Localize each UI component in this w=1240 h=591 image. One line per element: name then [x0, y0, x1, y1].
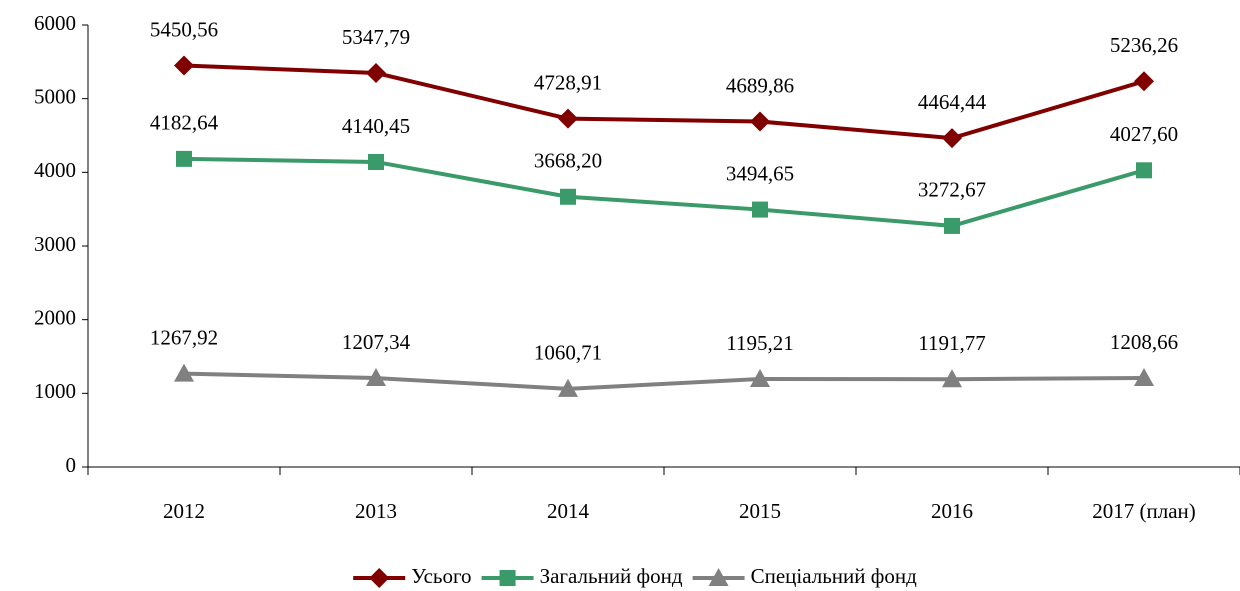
marker: [174, 55, 194, 76]
data-label: 1267,92: [150, 325, 218, 349]
legend-label: Усього: [411, 564, 471, 588]
series-line: [183, 371, 1145, 391]
x-tick-label: 2016: [931, 499, 973, 523]
data-label: 5347,79: [342, 25, 410, 49]
y-tick-label: 1000: [34, 379, 76, 403]
y-tick-label: 2000: [34, 305, 76, 329]
y-tick-label: 6000: [34, 11, 76, 35]
data-label: 3272,67: [918, 178, 986, 202]
marker: [560, 188, 576, 205]
data-label: 1191,77: [918, 331, 985, 355]
x-tick-label: 2012: [163, 499, 205, 523]
data-label: 1208,66: [1110, 330, 1178, 354]
y-tick-label: 3000: [34, 232, 76, 256]
marker: [1136, 162, 1152, 179]
data-label: 4464,44: [918, 90, 987, 114]
x-tick-label: 2014: [547, 499, 590, 523]
data-label: 3668,20: [534, 149, 602, 173]
series-line: [183, 156, 1145, 228]
data-label: 4027,60: [1110, 122, 1178, 146]
marker: [1134, 71, 1154, 92]
data-label: 4689,86: [726, 73, 794, 97]
marker: [366, 368, 386, 387]
y-tick-label: 0: [66, 453, 77, 477]
marker: [1134, 367, 1154, 386]
y-tick-label: 4000: [34, 158, 76, 182]
data-label: 4140,45: [342, 114, 410, 138]
data-label: 3494,65: [726, 161, 794, 185]
x-tick-label: 2017 (план): [1092, 499, 1196, 523]
data-label: 1060,71: [534, 341, 602, 365]
legend-marker: [708, 568, 729, 586]
marker: [942, 369, 962, 388]
legend-label: Загальний фонд: [540, 564, 683, 588]
data-label: 5236,26: [1110, 33, 1178, 57]
marker: [176, 150, 192, 167]
data-label: 4182,64: [150, 111, 219, 135]
marker: [752, 201, 768, 218]
marker: [366, 63, 386, 84]
legend-marker: [369, 568, 390, 588]
data-label: 4728,91: [534, 70, 602, 94]
marker: [558, 108, 578, 129]
marker: [750, 368, 770, 387]
marker: [558, 378, 578, 397]
series-line: [183, 63, 1145, 141]
data-label: 1195,21: [726, 331, 793, 355]
y-tick-label: 5000: [34, 84, 76, 108]
data-label: 1207,34: [342, 330, 411, 354]
legend-marker: [499, 570, 516, 586]
marker: [750, 111, 770, 132]
x-tick-label: 2015: [739, 499, 781, 523]
marker: [174, 363, 194, 382]
data-label: 5450,56: [150, 17, 218, 41]
x-tick-label: 2013: [355, 499, 397, 523]
legend-label: Спеціальний фонд: [751, 564, 918, 588]
marker: [942, 128, 962, 149]
marker: [368, 153, 384, 170]
marker: [944, 217, 960, 234]
